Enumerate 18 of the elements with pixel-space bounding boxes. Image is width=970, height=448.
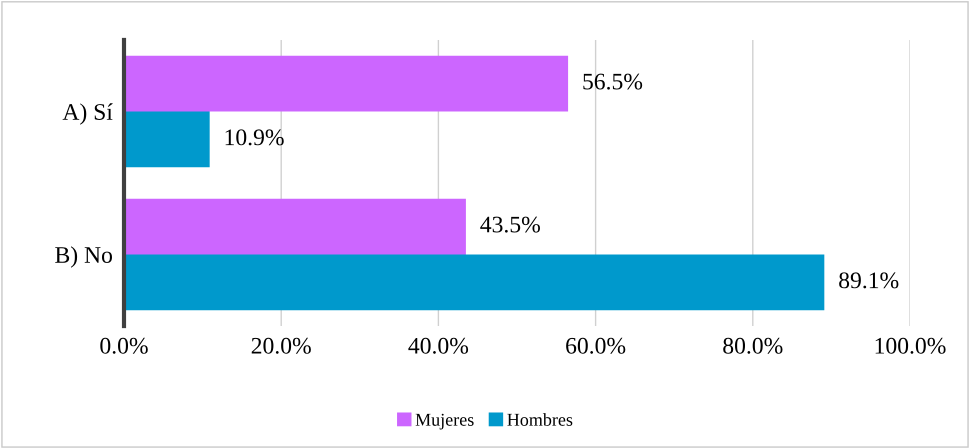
legend-label: Hombres: [507, 413, 572, 426]
legend-label: Mujeres: [416, 414, 474, 430]
bar: [124, 198, 466, 254]
x-tick-label: 0.0%: [100, 338, 148, 354]
x-tick-label: 20.0%: [252, 338, 311, 354]
bar: [124, 56, 568, 112]
x-tick-label: 60.0%: [566, 338, 626, 354]
data-label: 89.1%: [839, 272, 898, 288]
x-tick-label: 100.0%: [876, 338, 946, 354]
data-label: 10.9%: [226, 129, 284, 146]
y-tick-label: A) Sí: [62, 103, 113, 125]
bar: [124, 112, 210, 168]
x-tick-label: 40.0%: [408, 338, 468, 354]
data-label: 43.5%: [480, 216, 540, 233]
x-tick-label: 80.0%: [723, 338, 782, 354]
bar: [124, 254, 824, 310]
data-label: 56.5%: [583, 74, 642, 90]
y-tick-label: B) No: [55, 246, 112, 268]
